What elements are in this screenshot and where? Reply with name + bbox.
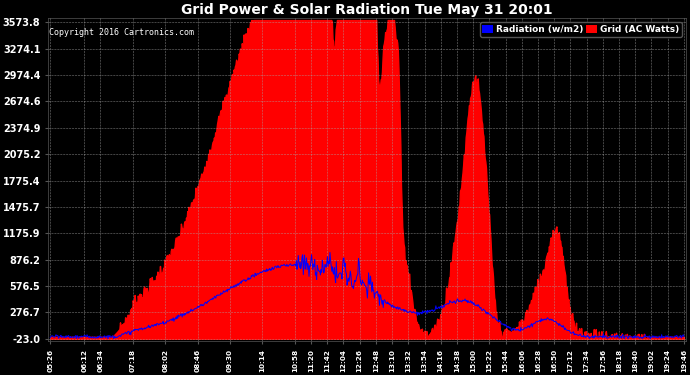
Legend: Radiation (w/m2), Grid (AC Watts): Radiation (w/m2), Grid (AC Watts) — [480, 22, 682, 37]
Text: Copyright 2016 Cartronics.com: Copyright 2016 Cartronics.com — [49, 28, 195, 37]
Title: Grid Power & Solar Radiation Tue May 31 20:01: Grid Power & Solar Radiation Tue May 31 … — [181, 3, 553, 17]
